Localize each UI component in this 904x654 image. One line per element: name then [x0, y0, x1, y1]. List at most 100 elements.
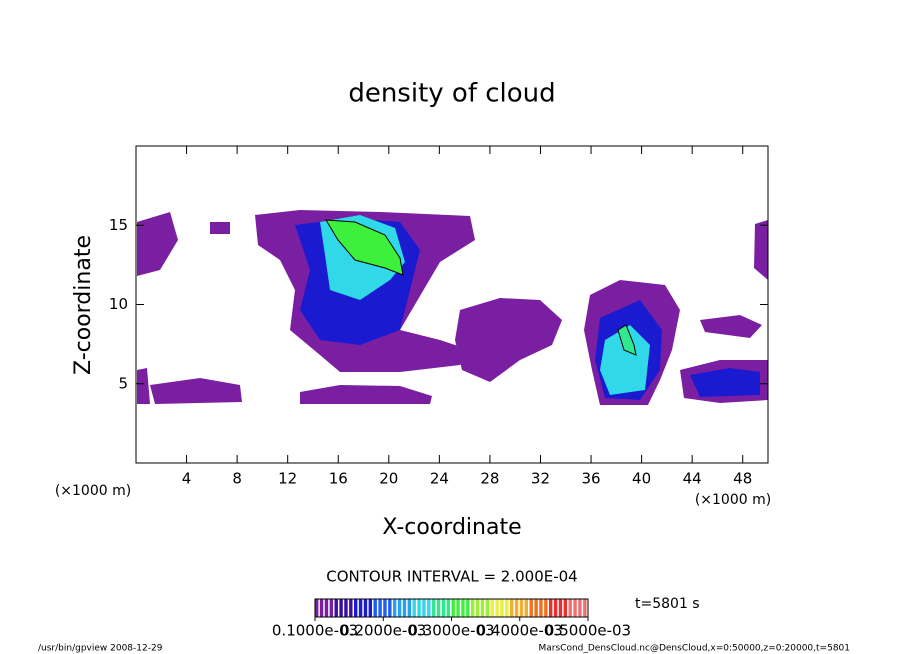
colorbar-swatch — [446, 599, 451, 617]
colorbar-tick-label: 0.4000e-03 — [477, 622, 563, 640]
colorbar-swatch — [534, 599, 538, 617]
colorbar-swatch — [514, 599, 519, 617]
colorbar-swatch — [358, 599, 363, 617]
x-tick-label: 12 — [278, 470, 297, 488]
colorbar-swatch — [349, 599, 353, 617]
colorbar-swatch — [485, 599, 490, 617]
colorbar-swatch — [563, 599, 568, 617]
colorbar-swatch — [529, 599, 533, 617]
x-tick-label: 28 — [480, 470, 499, 488]
colorbar-swatch — [519, 599, 524, 617]
cloud-region — [325, 219, 404, 276]
colorbar-swatch — [407, 599, 412, 617]
cloud-region — [150, 378, 242, 404]
colorbar-swatch — [354, 599, 358, 617]
y-unit: (×1000 m) — [695, 492, 771, 508]
colorbar-swatch — [329, 599, 334, 617]
footer-right: MarsCond_DensCloud.nc@DensCloud,x=0:5000… — [539, 644, 851, 654]
colorbar-swatch — [324, 599, 329, 617]
cloud-region — [617, 324, 637, 356]
contour-field — [137, 210, 768, 405]
x-tick-label: 8 — [232, 470, 242, 488]
y-tick-label: 5 — [118, 374, 128, 392]
colorbar-tick-label: 0.5000e-03 — [545, 622, 631, 640]
y-axis-label: Z-coordinate — [71, 235, 96, 375]
colorbar-swatch — [319, 599, 324, 617]
cloud-region — [137, 212, 178, 276]
colorbar-swatch — [412, 599, 416, 617]
colorbar-swatch — [490, 599, 494, 617]
y-tick-label: 10 — [109, 295, 128, 313]
colorbar-swatch — [363, 599, 368, 617]
x-unit: (×1000 m) — [55, 483, 131, 499]
colorbar-swatch — [573, 599, 577, 617]
cloud-region — [600, 325, 650, 395]
x-axis-label: X-coordinate — [382, 515, 521, 540]
y-tick-label: 15 — [109, 216, 128, 234]
colorbar-swatch — [558, 599, 563, 617]
x-tick-label: 36 — [581, 470, 600, 488]
footer-left: /usr/bin/gpview 2008-12-29 — [38, 644, 163, 654]
colorbar-swatch — [339, 599, 343, 617]
colorbar-tick-label: 0.2000e-03 — [340, 622, 426, 640]
colorbar-swatch — [368, 599, 373, 617]
colorbar-swatch — [568, 599, 572, 617]
time-label: t=5801 s — [635, 596, 700, 612]
cloud-region — [137, 368, 150, 404]
colorbar-swatch — [466, 599, 470, 617]
colorbar-swatch — [471, 599, 475, 617]
cloud-region — [210, 222, 230, 234]
x-tick-label: 16 — [329, 470, 348, 488]
colorbar-tick-label: 0.3000e-03 — [408, 622, 494, 640]
x-tick-label: 4 — [182, 470, 192, 488]
colorbar-swatch — [436, 599, 441, 617]
colorbar-swatch — [578, 599, 582, 617]
colorbar-tick-label: 0.1000e-03 — [272, 622, 358, 640]
cloud-region — [455, 298, 562, 382]
x-tick-label: 24 — [430, 470, 449, 488]
colorbar-swatch — [427, 599, 431, 617]
colorbar-swatch — [495, 599, 499, 617]
colorbar-swatch — [553, 599, 558, 617]
colorbar-swatch — [402, 599, 407, 617]
cloud-region — [754, 220, 768, 280]
x-tick-label: 44 — [683, 470, 702, 488]
cloud-region — [690, 368, 760, 397]
colorbar-swatch — [397, 599, 402, 617]
colorbar-swatch — [524, 599, 529, 617]
colorbar-swatch — [475, 599, 480, 617]
cloud-region — [300, 385, 432, 404]
colorbar-swatch — [417, 599, 421, 617]
colorbar-swatch — [480, 599, 485, 617]
x-tick-label: 48 — [733, 470, 752, 488]
colorbar-swatch — [539, 599, 543, 617]
colorbar-swatch — [373, 599, 377, 617]
colorbar-swatch — [383, 599, 387, 617]
colorbar-swatch — [461, 599, 465, 617]
colorbar-swatch — [505, 599, 509, 617]
x-tick-label: 40 — [632, 470, 651, 488]
colorbar-swatch — [315, 599, 319, 617]
colorbar-swatch — [422, 599, 426, 617]
colorbar-swatch — [456, 599, 460, 617]
contour-interval: CONTOUR INTERVAL = 2.000E-04 — [326, 568, 577, 586]
cloud-region — [700, 315, 762, 338]
colorbar-swatch — [344, 599, 348, 617]
colorbar-swatch — [510, 599, 514, 617]
colorbar-swatch — [378, 599, 382, 617]
colorbar-swatch — [549, 599, 553, 617]
colorbar-swatch — [583, 599, 587, 617]
colorbar: 0.1000e-030.2000e-030.3000e-030.4000e-03… — [272, 598, 631, 640]
colorbar-swatch — [388, 599, 392, 617]
x-tick-label: 32 — [531, 470, 550, 488]
colorbar-swatch — [451, 599, 455, 617]
colorbar-swatch — [544, 599, 548, 617]
colorbar-swatch — [500, 599, 504, 617]
colorbar-swatch — [334, 599, 338, 617]
x-tick-label: 20 — [379, 470, 398, 488]
colorbar-swatch — [432, 599, 436, 617]
colorbar-swatch — [393, 599, 397, 617]
colorbar-swatch — [441, 599, 446, 617]
